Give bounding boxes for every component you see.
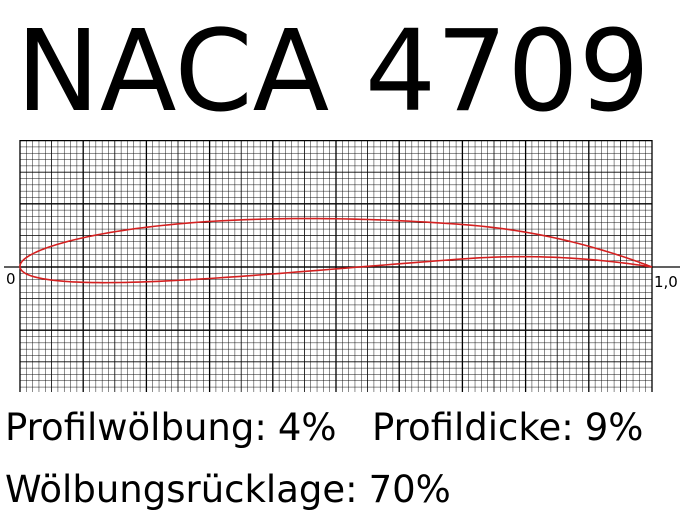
- parameter-label: Wölbungsrücklage:: [5, 468, 358, 511]
- parameter: Profildicke: 9%: [372, 406, 643, 449]
- airfoil: [19, 217, 653, 284]
- parameter: Profilwölbung: 4%: [5, 406, 337, 449]
- title: NACA 4709: [16, 7, 650, 137]
- grid: [19, 139, 653, 392]
- parameter: Wölbungsrücklage: 70%: [5, 468, 451, 511]
- parameter-value: 9%: [585, 406, 644, 449]
- end-label: 1,0: [654, 273, 678, 291]
- parameter-label: Profilwölbung:: [5, 406, 267, 449]
- start-label: 0: [6, 270, 16, 288]
- parameter-label: Profildicke:: [372, 406, 574, 449]
- parameter-value: 70%: [369, 468, 451, 511]
- parameter-value: 4%: [278, 406, 337, 449]
